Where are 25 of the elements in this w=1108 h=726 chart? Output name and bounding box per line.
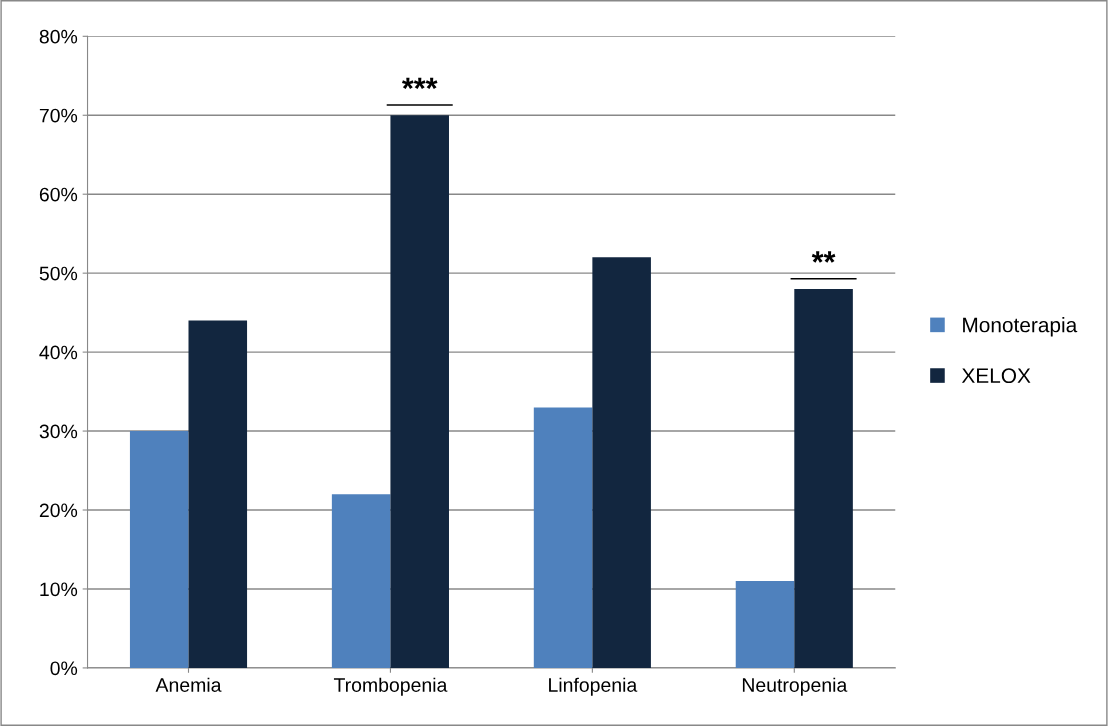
bar (794, 288, 853, 668)
y-tick-label: 40% (39, 345, 78, 360)
bar (331, 494, 391, 668)
y-tick-label: 50% (39, 266, 78, 281)
x-tick-label: Linfopenia (549, 677, 638, 696)
x-tick-label: Neutropenia (742, 677, 848, 696)
bar (735, 581, 795, 668)
y-tick-label: 70% (39, 108, 78, 123)
x-tick-label: Trombopenia (333, 677, 448, 696)
bar (188, 320, 248, 668)
bar (533, 407, 593, 668)
y-tick-label: 60% (39, 187, 78, 202)
legend-label: Monoterapia (963, 317, 1078, 337)
annotation: ** (811, 251, 836, 263)
y-tick-label: 20% (39, 503, 78, 518)
bar (129, 431, 189, 668)
legend-label: XELOX (961, 368, 1031, 384)
y-tick-label: 10% (40, 582, 78, 597)
y-tick-label: 30% (39, 424, 78, 439)
y-tick-label: 0% (50, 661, 78, 676)
x-tick-label: Anemia (155, 677, 222, 692)
y-tick-label: 80% (39, 29, 78, 44)
bar (592, 257, 651, 668)
annotation: *** (401, 77, 438, 89)
bar (390, 115, 449, 668)
